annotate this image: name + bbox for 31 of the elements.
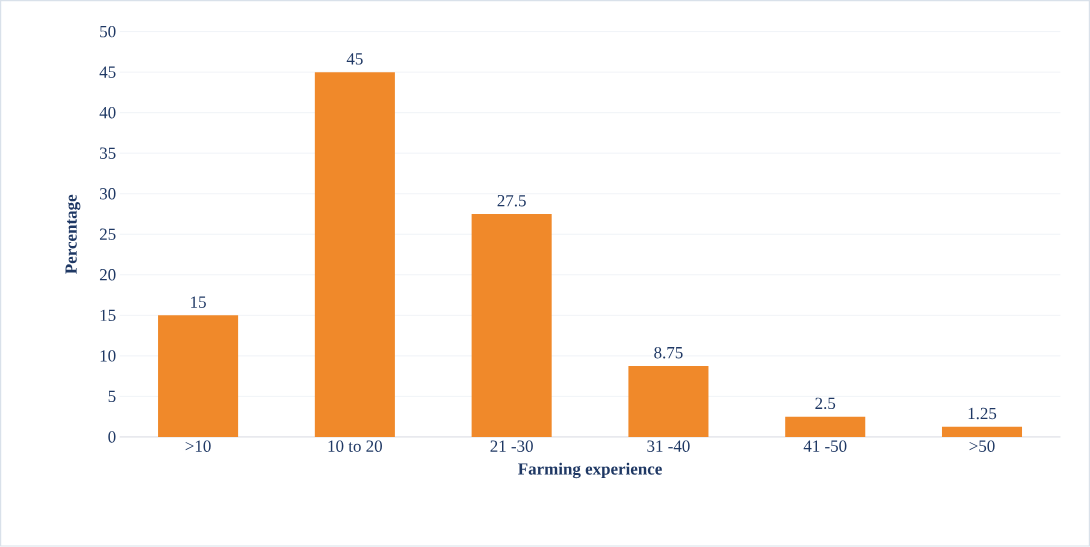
data-label: 27.5 (497, 195, 526, 207)
bar (785, 416, 866, 438)
x-tick-label: >10 (185, 440, 211, 453)
x-tick-label: 21 -30 (490, 440, 533, 453)
data-label: 15 (191, 296, 206, 309)
y-tick-label: 15 (100, 309, 116, 322)
y-tick-label: 0 (108, 431, 116, 443)
data-label: 1.25 (968, 407, 997, 420)
bar (314, 72, 395, 438)
data-label: 45 (346, 53, 363, 65)
x-tick-label: 31 -40 (647, 440, 690, 453)
bar (941, 426, 1023, 438)
data-label: 8.75 (654, 347, 683, 359)
data-label: 2.5 (815, 397, 836, 410)
bar (471, 214, 552, 438)
y-tick-label: 40 (99, 107, 116, 119)
bar (158, 315, 239, 438)
y-axis-title: Percentage (65, 195, 81, 275)
x-tick-label: >50 (969, 440, 995, 453)
y-tick-label: 50 (100, 26, 116, 38)
y-tick-label: 20 (99, 269, 116, 281)
bar (628, 366, 709, 438)
y-tick-label: 30 (100, 188, 116, 200)
x-tick-label: 41 -50 (803, 440, 847, 453)
y-tick-label: 10 (100, 350, 116, 362)
y-tick-label: 35 (100, 147, 116, 160)
x-axis-title: Farming experience (518, 462, 662, 479)
y-tick-label: 45 (99, 66, 116, 79)
y-tick-label: 25 (99, 228, 116, 241)
x-tick-label: 10 to 20 (328, 440, 382, 453)
y-tick-label: 5 (108, 390, 116, 403)
